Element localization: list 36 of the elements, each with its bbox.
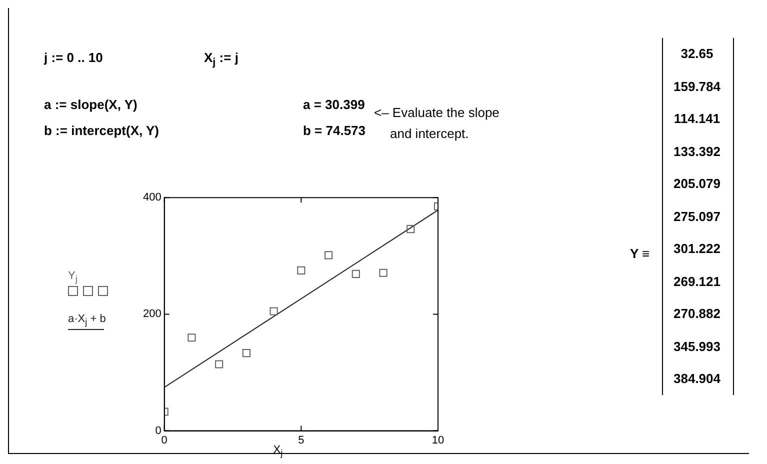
point bbox=[215, 360, 224, 368]
text: Y ≡ bbox=[630, 246, 650, 261]
text: 133.392 bbox=[672, 142, 722, 160]
point bbox=[297, 266, 306, 274]
text: j := 0 .. 10 bbox=[44, 50, 103, 65]
text: b := intercept(X, Y) bbox=[44, 123, 159, 138]
point bbox=[242, 348, 250, 358]
y-tick-label: 0 bbox=[155, 424, 162, 437]
text: 269.121 bbox=[672, 272, 722, 290]
point bbox=[406, 225, 415, 234]
text: 270.882 bbox=[672, 305, 722, 323]
text: 205.079 bbox=[672, 175, 722, 193]
text: <– Evaluate the slope bbox=[374, 105, 500, 120]
text: 159.784 bbox=[672, 78, 722, 96]
text: Y$_{j}$ bbox=[68, 270, 78, 284]
point bbox=[188, 334, 196, 342]
point bbox=[324, 251, 333, 260]
x-tick-label: 5 bbox=[298, 434, 304, 446]
x-tick-label: 10 bbox=[432, 434, 444, 446]
text: a := slope(X, Y) bbox=[44, 97, 138, 112]
text: 275.097 bbox=[672, 208, 722, 226]
text: b = 74.573 bbox=[303, 123, 366, 138]
y-tick-label: 400 bbox=[142, 192, 162, 204]
text: 345.993 bbox=[672, 338, 722, 356]
text: 114.141 bbox=[672, 110, 722, 128]
point bbox=[270, 307, 278, 316]
point bbox=[352, 270, 360, 278]
point bbox=[379, 268, 388, 277]
text: a = 30.399 bbox=[303, 97, 365, 112]
text: 301.222 bbox=[672, 240, 722, 258]
y-tick-label: 200 bbox=[142, 308, 162, 320]
text: 32.65 bbox=[680, 45, 714, 63]
text: and intercept. bbox=[390, 126, 469, 141]
text: X$_{j}$ := j bbox=[204, 50, 238, 69]
text: 384.904 bbox=[672, 370, 722, 388]
text: a·X$_{j}$ + b bbox=[68, 313, 107, 328]
